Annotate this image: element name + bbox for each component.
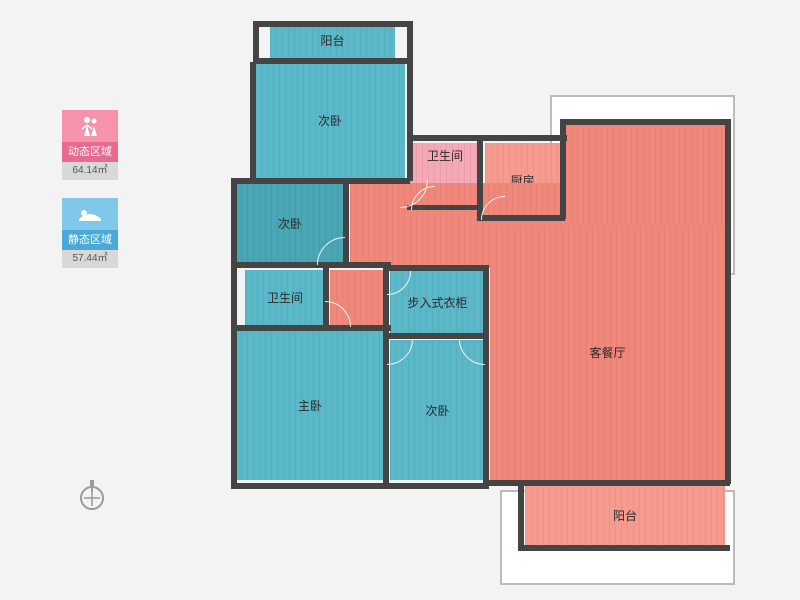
wall: [253, 58, 413, 64]
room-label: 次卧: [425, 402, 449, 419]
room-master: 主卧: [235, 330, 385, 480]
legend-dynamic: 动态区域 64.14㎡: [62, 110, 118, 180]
legend-dynamic-value: 64.14㎡: [62, 162, 118, 180]
compass-icon: [78, 478, 106, 506]
wall: [560, 119, 730, 125]
people-icon: [62, 110, 118, 142]
legend-static: 静态区域 57.44㎡: [62, 198, 118, 268]
wall: [407, 135, 567, 141]
wall: [483, 265, 489, 485]
room-bed2-top: 次卧: [255, 63, 405, 178]
room-label: 主卧: [298, 397, 322, 414]
room-label: 客餐厅: [589, 344, 625, 361]
floor-plan: 阳台次卧卫生间厨房次卧卫生间步入式衣柜客餐厅主卧次卧阳台: [195, 15, 735, 585]
legend-static-value: 57.44㎡: [62, 250, 118, 268]
wall: [231, 262, 391, 268]
room-label: 次卧: [318, 112, 342, 129]
room-label: 卫生间: [267, 289, 303, 306]
room-label: 次卧: [278, 215, 302, 232]
wall: [407, 21, 413, 181]
legend-static-title: 静态区域: [62, 230, 118, 250]
room-label: 阳台: [613, 507, 637, 524]
wall: [560, 119, 566, 219]
wall: [253, 21, 259, 64]
wall: [231, 483, 489, 489]
room-balcony-bot: 阳台: [525, 485, 725, 545]
wall: [725, 119, 731, 484]
wall: [253, 21, 413, 27]
wall: [518, 483, 524, 549]
legend-dynamic-title: 动态区域: [62, 142, 118, 162]
wall: [383, 265, 389, 485]
room-balcony-top: 阳台: [270, 23, 395, 58]
wall: [383, 265, 488, 271]
room-label: 阳台: [320, 32, 344, 49]
wall: [231, 178, 237, 488]
legend: 动态区域 64.14㎡ 静态区域 57.44㎡: [62, 110, 122, 286]
sleep-icon: [62, 198, 118, 230]
wall: [518, 545, 730, 551]
wall: [383, 333, 488, 339]
room-living: 客餐厅: [490, 225, 725, 480]
room-bath-mid: 卫生间: [245, 270, 325, 325]
wall: [231, 325, 391, 331]
room-label: 步入式衣柜: [407, 294, 467, 311]
wall: [250, 178, 410, 184]
wall: [250, 62, 256, 182]
wall: [231, 178, 253, 184]
room-label: 卫生间: [427, 147, 463, 164]
